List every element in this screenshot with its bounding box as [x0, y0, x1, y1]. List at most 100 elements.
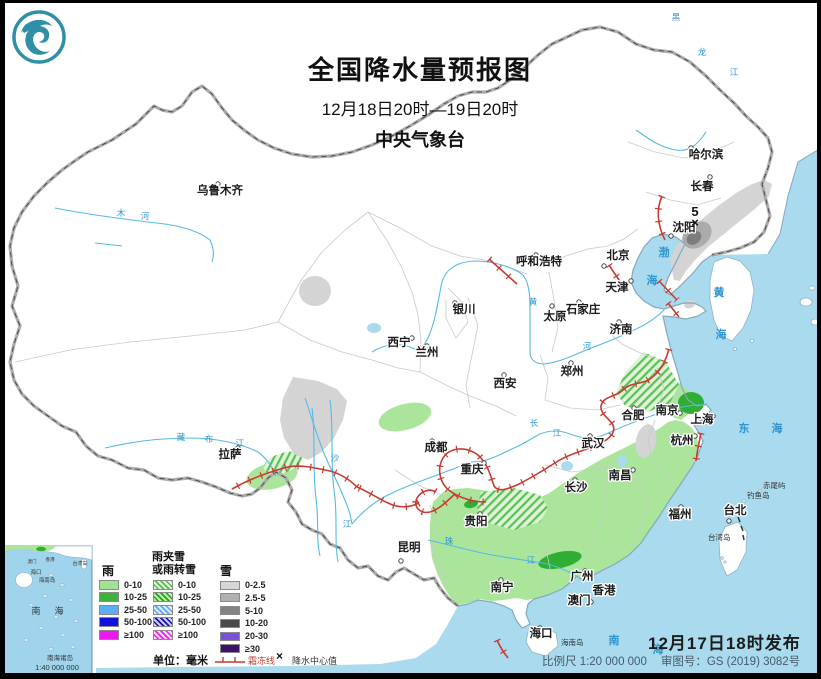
lakes: [367, 323, 627, 471]
precip-center-symbol: ×: [276, 649, 284, 663]
sea-label: 海: [647, 273, 658, 287]
city-dot-成都: [429, 438, 435, 444]
inset-label-澳门: 澳门: [28, 558, 37, 565]
inset-frame: [2, 545, 93, 677]
city-label-台北: 台北: [724, 503, 747, 517]
legend-rain-header: 雨: [102, 564, 115, 578]
city-label-石家庄: 石家庄: [565, 302, 601, 316]
city-dot-乌鲁木齐: [215, 181, 221, 187]
city-label-南宁: 南宁: [491, 580, 514, 594]
city-label-成都: 成都: [425, 440, 448, 454]
city-label-呼和浩特: 呼和浩特: [516, 254, 562, 268]
frost-line-symbol: [215, 657, 245, 663]
inset-label-南: 南: [31, 605, 40, 616]
legend-range-label: ≥30: [245, 643, 260, 654]
river-label: 龙: [698, 47, 707, 57]
city-label-贵阳: 贵阳: [465, 514, 488, 528]
ili-river: [94, 242, 123, 247]
sea-label: 东: [739, 421, 750, 435]
legend-swatch: [99, 629, 119, 640]
legend-row-snow-5-10: 5-10: [220, 606, 268, 616]
city-label-哈尔滨: 哈尔滨: [689, 147, 724, 161]
city-dot-香港: [593, 584, 599, 590]
city-label-昆明: 昆明: [398, 540, 421, 554]
island-label-台湾岛: 台湾岛: [708, 532, 731, 542]
city-label-银川: 银川: [453, 302, 476, 316]
city-label-香港: 香港: [592, 583, 616, 597]
river-label: 藏: [177, 432, 186, 442]
river-label: 布: [205, 434, 214, 444]
cma-logo: [12, 10, 66, 64]
map-scale: 比例尺 1:20 000 000: [542, 656, 647, 668]
city-label-太原: 太原: [543, 309, 567, 323]
precip-center-x: ×: [691, 215, 699, 230]
logo-swirl: [21, 19, 52, 55]
river-label: 黑: [672, 12, 681, 22]
river-label: 长: [530, 418, 539, 428]
inset-hainan: [15, 572, 33, 588]
city-label-长春: 长春: [691, 179, 714, 193]
legend-row-sleet-50-100: 50-100: [153, 617, 206, 628]
city-label-合肥: 合肥: [622, 408, 645, 422]
inset-label-香港: 香港: [46, 556, 55, 563]
city-label-重庆: 重庆: [461, 462, 484, 476]
city-label-西宁: 西宁: [388, 335, 411, 349]
city-dot-长沙: [572, 477, 578, 483]
legend-swatch: [153, 592, 173, 603]
river-labels: 黑龙江木 河黄河长江珠江藏布江沙江: [117, 12, 739, 565]
city-label-天津: 天津: [606, 280, 629, 294]
legend-swatch: [153, 629, 173, 640]
legend-row-snow-10-20: 10-20: [220, 618, 268, 628]
sea-layer: [96, 148, 821, 679]
island-label-赤尾屿: 赤尾屿: [763, 481, 786, 490]
russia-coast: [767, 147, 821, 255]
city-dot-拉萨: [235, 445, 241, 451]
dongting-lake: [561, 461, 573, 471]
island: [799, 297, 813, 307]
sea-label: 南: [609, 633, 620, 647]
legend-row-sleet-10-25: 10-25: [153, 592, 206, 603]
qinghai-lake: [367, 323, 381, 333]
city-dot-沈阳: [668, 233, 674, 239]
legend-row-snow-2.5-5: 2.5-5: [220, 593, 268, 603]
sea-polygon: [96, 148, 821, 679]
inset-label-海南岛: 海南岛: [39, 576, 56, 584]
inset-label-海: 海: [54, 605, 63, 616]
island: [810, 318, 820, 326]
city-dot-台北: [726, 518, 732, 524]
legend-row-rain-10-25: 10-25: [99, 592, 152, 603]
precip-center-value: 5: [691, 204, 698, 219]
city-dot-呼和浩特: [533, 252, 539, 258]
legend-rain-rows: 0-10 10-25 25-50 50-100 ≥100: [99, 580, 152, 642]
korea-peninsula: [709, 256, 755, 342]
river-label: 河: [141, 211, 150, 221]
map-legend: 雨 雨夹雪 或雨转雪 雪 0-10 10-25 25-50 50-100 ≥100 0-…: [96, 546, 396, 674]
legend-snow-rows: 0-2.5 2.5-5 5-10 10-20 20-30 ≥30: [220, 580, 268, 657]
legend-swatch: [220, 631, 240, 641]
sea-label: 海: [716, 327, 727, 341]
agency-name: 中央气象台: [375, 130, 465, 150]
city-label-兰州: 兰州: [416, 345, 439, 359]
legend-range-label: 25-50: [124, 604, 148, 615]
yarlung-river: [104, 437, 277, 477]
scale-and-approval: 比例尺 1:20 000 000 审图号：GS (2019) 3082号: [542, 653, 814, 669]
island-label-钓鱼岛: 钓鱼岛: [747, 490, 770, 500]
legend-swatch: [153, 604, 173, 615]
inset-label-南海诸岛: 南海诸岛: [47, 653, 73, 662]
city-dot-南宁: [498, 577, 504, 583]
legend-range-label: 10-20: [245, 618, 269, 629]
city-dot-石家庄: [576, 299, 582, 305]
foreign-land: [525, 256, 820, 657]
city-dot-天津: [628, 278, 634, 284]
river-label: 江: [527, 555, 536, 565]
diaoyu-island-dot: [742, 499, 746, 503]
page-title: 全国降水量预报图: [307, 55, 532, 85]
city-dot-武汉: [587, 433, 593, 439]
legend-swatch: [99, 604, 119, 615]
river-label: 江: [236, 438, 245, 448]
legend-range-label: 0-10: [124, 580, 143, 590]
